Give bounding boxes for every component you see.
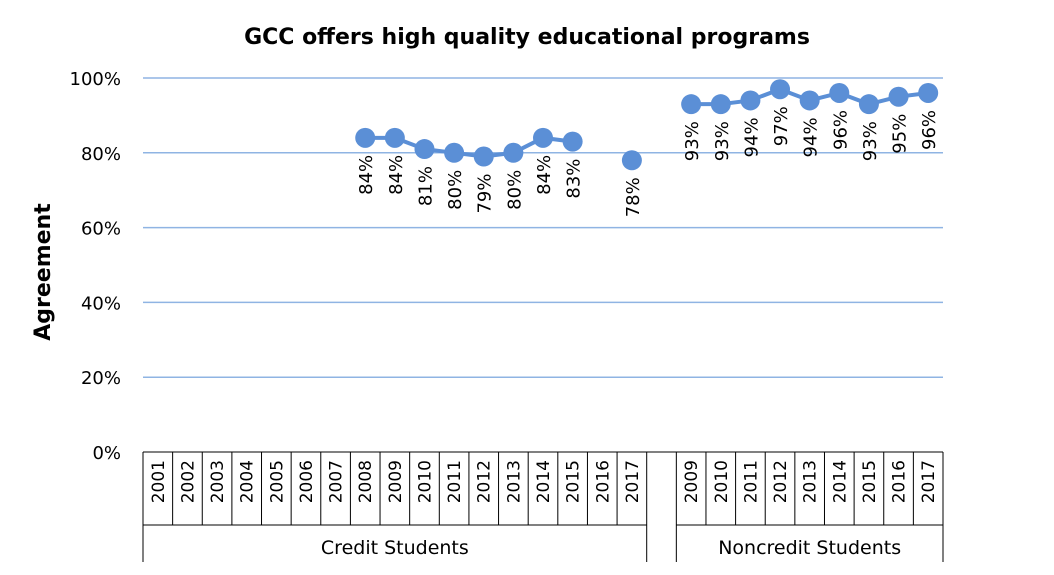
x-tick-label: 2015 [564, 460, 584, 503]
x-tick-label: 2013 [504, 460, 524, 503]
data-label: 93% [682, 121, 703, 161]
data-label: 97% [771, 106, 792, 146]
data-label: 95% [890, 114, 911, 154]
data-point [710, 94, 731, 115]
y-tick-label: 80% [81, 144, 121, 165]
x-tick-label: 2017 [623, 460, 643, 503]
data-point [681, 94, 702, 115]
x-tick-label: 2011 [445, 460, 465, 503]
data-label: 93% [712, 121, 733, 161]
x-tick-label: 2013 [801, 460, 821, 503]
data-labels: 84% 84% 81% 80% 79% 80% 84% 83% 78% 93% 93% 94% 97% 9… [356, 106, 940, 217]
x-group-label: Credit Students [321, 537, 469, 559]
x-tick-label: 2006 [297, 460, 317, 503]
data-point [503, 142, 524, 163]
data-label: 84% [356, 155, 377, 195]
data-label: 96% [919, 110, 940, 150]
y-tick-label: 0% [92, 443, 121, 464]
data-point [740, 90, 761, 111]
data-point [829, 82, 850, 103]
x-tick-label: 2012 [771, 460, 791, 503]
data-point [888, 86, 909, 107]
x-tick-label: 2016 [890, 460, 910, 503]
x-tick-label: 2002 [178, 460, 198, 503]
data-point [918, 82, 939, 103]
data-point [621, 150, 642, 171]
x-tick-label: 2009 [386, 460, 406, 503]
x-tick-label: 2009 [682, 460, 702, 503]
data-label: 80% [445, 170, 466, 210]
y-tick-label: 60% [81, 219, 121, 240]
y-tick-label: 40% [81, 293, 121, 314]
data-point [562, 131, 583, 152]
chart-title: GCC offers high quality educational prog… [244, 25, 810, 50]
gridlines [143, 77, 943, 378]
x-tick-label: 2011 [741, 460, 761, 503]
y-axis-label: Agreement [31, 203, 56, 341]
data-label: 94% [801, 117, 822, 157]
data-point [473, 146, 494, 167]
data-point [799, 90, 820, 111]
data-label: 96% [830, 110, 851, 150]
y-tick-label: 20% [81, 368, 121, 389]
y-tick-label: 100% [70, 69, 121, 90]
x-tick-label: 2017 [919, 460, 939, 503]
x-group-label: Noncredit Students [718, 537, 901, 559]
x-tick-label: 2014 [830, 460, 850, 503]
x-tick-label: 2004 [238, 460, 258, 503]
x-tick-label: 2014 [534, 460, 554, 503]
x-tick-label: 2001 [149, 460, 169, 503]
data-point [770, 79, 791, 100]
data-label: 81% [415, 166, 436, 206]
x-axis: Credit Students 2001 2002 2003 2004 2005 2006 2… [142, 451, 944, 562]
data-point [414, 139, 435, 160]
y-axis-ticks: 0% 20% 40% 60% 80% 100% [70, 69, 121, 464]
data-point [444, 142, 465, 163]
data-point [355, 127, 376, 148]
x-tick-label: 2007 [327, 460, 347, 503]
x-tick-label: 2005 [267, 460, 287, 503]
series-markers [355, 79, 939, 171]
data-point [384, 127, 405, 148]
data-label: 84% [386, 155, 407, 195]
x-tick-label: 2003 [208, 460, 228, 503]
data-label: 84% [534, 155, 555, 195]
data-label: 78% [623, 177, 644, 217]
data-label: 80% [504, 170, 525, 210]
x-tick-label: 2008 [356, 460, 376, 503]
x-tick-label: 2012 [475, 460, 495, 503]
data-label: 79% [475, 174, 496, 214]
data-point [858, 94, 879, 115]
data-label: 94% [741, 117, 762, 157]
x-tick-label: 2010 [712, 460, 732, 503]
x-tick-label: 2016 [593, 460, 613, 503]
data-label: 93% [860, 121, 881, 161]
data-point [533, 127, 553, 148]
data-label: 83% [564, 159, 585, 199]
x-tick-label: 2015 [860, 460, 880, 503]
x-tick-label: 2010 [415, 460, 435, 503]
